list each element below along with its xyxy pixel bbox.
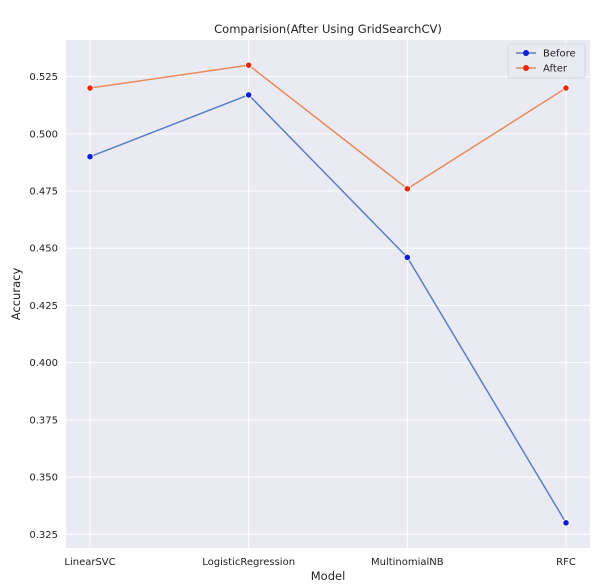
y-tick-label: 0.500 [29,129,58,140]
x-tick-label: MultinomialNB [371,557,444,568]
x-tick-label: LinearSVC [64,557,115,568]
data-point-before [403,253,411,261]
y-tick-label: 0.350 [29,473,58,484]
series-line-before [89,94,567,524]
x-axis-title: Model [311,569,346,583]
x-tick-label: LogisticRegression [202,557,295,568]
series-group [86,61,570,527]
series-line-after [89,64,567,190]
chart-title: Comparision(After Using GridSearchCV) [214,22,442,36]
data-point-after [562,84,570,92]
x-axis-ticks: LinearSVC LogisticRegression MultinomialNB… [64,557,575,568]
x-tick-label: RFC [556,557,576,568]
y-tick-label: 0.375 [29,415,58,426]
y-tick-label: 0.525 [29,72,58,83]
data-point-before [245,91,253,99]
legend-label-before: Before [543,49,576,60]
data-point-after [86,84,94,92]
y-tick-label: 0.325 [29,530,58,541]
data-point-before [86,153,94,161]
y-tick-label: 0.450 [29,244,58,255]
plot-area [66,40,590,548]
legend: Before After [507,43,586,79]
y-tick-label: 0.425 [29,301,58,312]
y-axis-title: Accuracy [9,268,23,321]
legend-marker-after [523,65,529,71]
data-point-after [403,185,411,193]
data-point-before [562,519,570,527]
legend-marker-before [523,50,529,56]
y-tick-label: 0.400 [29,358,58,369]
grid-lines [66,40,590,548]
legend-label-after: After [543,64,568,75]
data-point-after [245,61,253,69]
y-axis-ticks: 0.325 0.350 0.375 0.400 0.425 0.450 0.475 0.500… [29,72,58,541]
y-tick-label: 0.475 [29,187,58,198]
